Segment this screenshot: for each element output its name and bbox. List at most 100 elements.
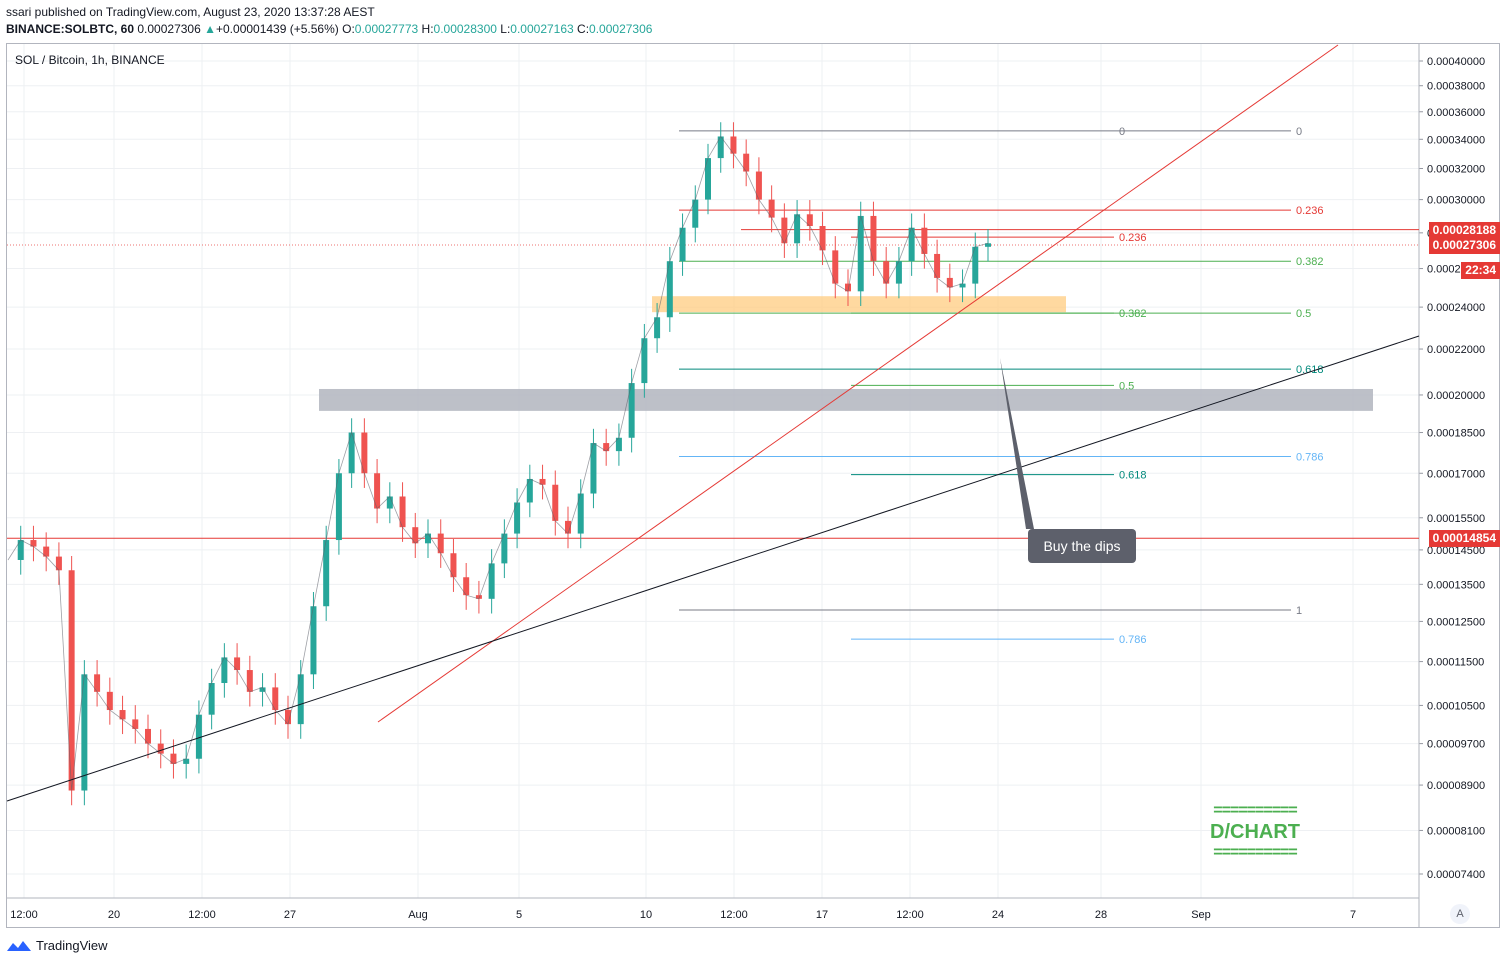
- x-tick-label: 17: [816, 909, 828, 921]
- fib-b-label: 0.5: [1119, 380, 1134, 392]
- candle-body: [705, 158, 711, 200]
- candle-body: [628, 383, 635, 438]
- change-value: +0.00001439 (+5.56%): [216, 22, 339, 36]
- candle-body: [730, 136, 737, 154]
- fib-a-label: 0.786: [1296, 452, 1324, 464]
- candle-body: [310, 606, 317, 675]
- candle-body: [615, 437, 622, 452]
- y-tick-label: 0.00013500: [1427, 579, 1485, 591]
- candle-body: [463, 577, 470, 596]
- candle-body: [450, 553, 457, 578]
- candle-body: [68, 570, 75, 791]
- publisher-line: ssari published on TradingView.com, Augu…: [6, 5, 375, 19]
- candle-body: [374, 473, 381, 509]
- candle-body: [43, 546, 50, 557]
- chart-title: SOL / Bitcoin, 1h, BINANCE: [15, 53, 165, 67]
- x-tick-label: 12:00: [720, 909, 748, 921]
- resistance-support-zone-grey: [319, 388, 1373, 411]
- candle-body: [425, 533, 431, 544]
- candle-body: [666, 261, 673, 318]
- candle-body: [857, 215, 864, 292]
- y-tick-label: 0.00036000: [1427, 107, 1485, 119]
- fib-a-label: 0.236: [1296, 205, 1324, 217]
- tradingview-footer: TradingView: [6, 938, 108, 953]
- candle-body: [552, 484, 559, 521]
- high-value: 0.00028300: [433, 22, 497, 36]
- fib-b-label: 0.786: [1119, 634, 1147, 646]
- auto-scale-button[interactable]: A: [1450, 904, 1470, 924]
- candle-body: [323, 540, 330, 607]
- candle-body: [132, 719, 139, 729]
- x-tick-label: 12:00: [188, 909, 216, 921]
- candle-body: [437, 533, 444, 554]
- chart-frame: [6, 43, 1500, 928]
- watermark-rule-bottom: ==========: [1213, 844, 1297, 861]
- candle-body: [412, 527, 419, 544]
- x-tick-label: 5: [516, 909, 522, 921]
- y-tick-label: 0.00030000: [1427, 195, 1485, 207]
- price-tag: 0.00027306: [1428, 236, 1500, 254]
- candle-body: [539, 478, 546, 485]
- candle-body: [234, 657, 241, 671]
- black-trendline: [6, 335, 1420, 802]
- low-label: L:: [500, 22, 511, 36]
- candle-body: [768, 199, 775, 218]
- candle-body: [221, 657, 228, 684]
- x-tick-label: 27: [284, 909, 296, 921]
- fib-b-label: 0.236: [1119, 232, 1147, 244]
- candle-body: [475, 595, 482, 599]
- candle-body: [845, 283, 851, 292]
- candle-body: [565, 520, 571, 534]
- callout-pointer: [1000, 358, 1034, 529]
- y-tick-label: 0.00022000: [1427, 344, 1485, 356]
- tradingview-logo-icon: [7, 940, 31, 951]
- y-tick-label: 0.00015500: [1427, 513, 1485, 525]
- y-tick-label: 0.00018500: [1427, 428, 1485, 440]
- candle-body: [157, 743, 164, 754]
- candle-body: [208, 683, 215, 715]
- d-chart-watermark: ========== D/CHART ==========: [1190, 803, 1320, 861]
- candle-body: [514, 502, 521, 534]
- high-label: H:: [421, 22, 434, 36]
- x-tick-label: Sep: [1191, 909, 1211, 921]
- watermark-text: D/CHART: [1210, 821, 1300, 843]
- low-value: 0.00027163: [510, 22, 574, 36]
- candle-body: [832, 250, 839, 284]
- y-tick-label: 0.00020000: [1427, 390, 1485, 402]
- candle-body: [285, 710, 291, 725]
- candle-body: [577, 493, 584, 534]
- x-tick-label: 12:00: [896, 909, 924, 921]
- fib-a-label-left: 0: [1119, 126, 1125, 138]
- x-tick-label: Aug: [408, 909, 428, 921]
- price-path: [7, 135, 989, 791]
- candle-body: [806, 214, 813, 227]
- fib-a-label: 0.382: [1296, 256, 1324, 268]
- candle-body: [272, 687, 279, 711]
- y-tick-label: 0.00024000: [1427, 302, 1485, 314]
- open-value: 0.00027773: [354, 22, 419, 36]
- x-tick-label: 10: [640, 909, 652, 921]
- candle-body: [717, 136, 724, 159]
- candle-body: [170, 753, 177, 764]
- buy-the-dips-callout: Buy the dips: [1028, 529, 1136, 563]
- candle-body: [985, 243, 991, 247]
- candle-body: [883, 261, 890, 284]
- y-tick-label: 0.00009700: [1427, 739, 1485, 751]
- candle-body: [399, 496, 406, 528]
- price-tag: 22:34: [1461, 262, 1500, 280]
- fib-b-label: 0.618: [1119, 470, 1147, 482]
- x-tick-label: 20: [108, 909, 120, 921]
- fib-a-label: 0.5: [1296, 308, 1311, 320]
- candle-body: [30, 540, 37, 547]
- candle-body: [603, 443, 610, 452]
- candle-body: [526, 478, 533, 503]
- triangle-up-icon: ▲: [204, 22, 216, 36]
- candle-body: [946, 277, 953, 288]
- candle-body: [819, 226, 826, 251]
- watermark-rule-top: ==========: [1213, 802, 1297, 819]
- candle-body: [183, 758, 190, 764]
- y-tick-label: 0.00040000: [1427, 56, 1485, 68]
- red-trendline: [377, 44, 1339, 723]
- y-tick-label: 0.00038000: [1427, 81, 1485, 93]
